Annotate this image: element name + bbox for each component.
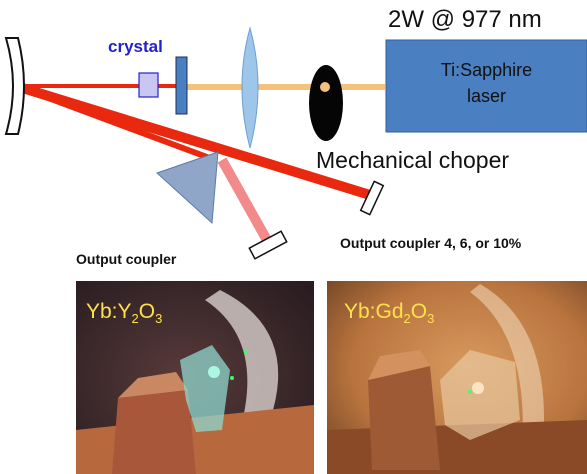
prism <box>156 151 219 225</box>
output-coupler-left-mirror <box>248 230 288 260</box>
crystal <box>138 72 159 98</box>
dichroic-mirror <box>175 56 188 115</box>
lens <box>241 26 259 149</box>
crystal-label: crystal <box>108 37 163 56</box>
photo-left-label: Yb:Y2O3 <box>86 300 163 327</box>
photo-right-scene <box>327 284 587 474</box>
pump-beam <box>180 84 385 90</box>
cavity-beam-long-diagonal <box>14 81 372 200</box>
ti-sapphire-laser <box>385 39 587 133</box>
mechanical-chopper <box>309 65 343 141</box>
chopper-aperture <box>320 82 330 92</box>
photo-left-scene <box>76 290 314 474</box>
laser-label-line2: laser <box>466 86 506 106</box>
pump-power-label: 2W @ 977 nm <box>388 6 542 33</box>
output-coupler-right-mirror <box>359 180 385 216</box>
output-beam-pink <box>217 157 273 245</box>
laser-label-line1: Ti:Sapphire <box>440 60 533 80</box>
chopper-label: Mechanical choper <box>316 147 510 173</box>
output-coupler-left-label: Output coupler <box>76 251 177 267</box>
curved-mirror <box>4 37 25 135</box>
output-coupler-right-label: Output coupler 4, 6, or 10% <box>340 235 522 251</box>
photo-right-label: Yb:Gd2O3 <box>344 300 435 327</box>
